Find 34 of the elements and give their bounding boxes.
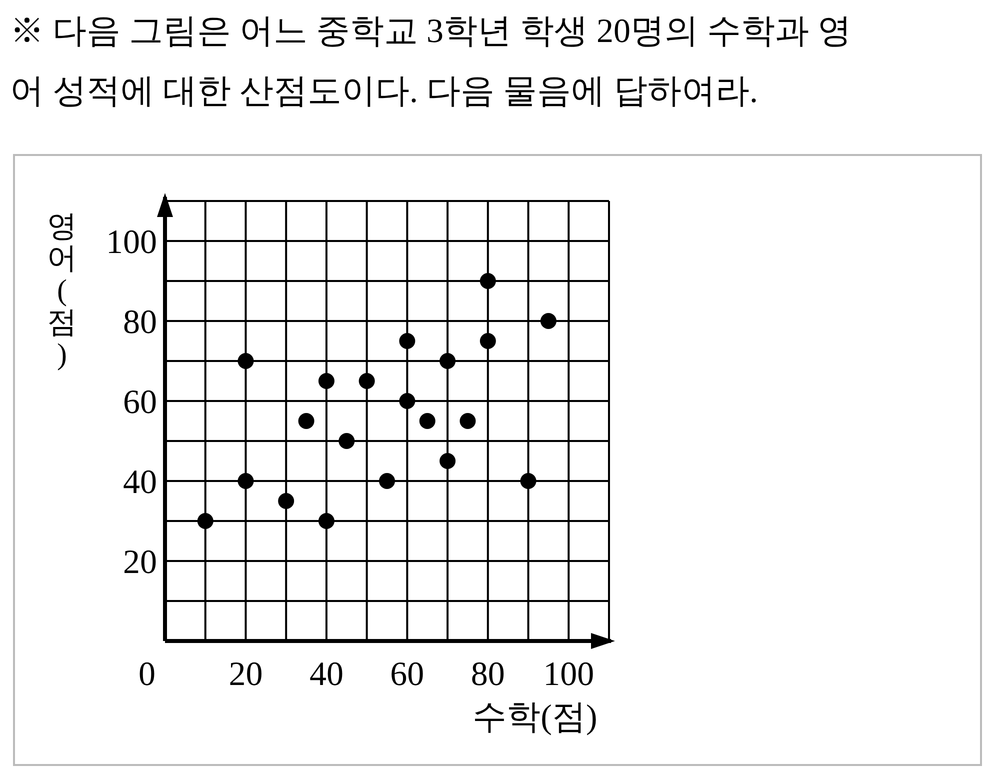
point [338, 433, 355, 449]
point [440, 353, 456, 369]
point [460, 413, 476, 429]
point [298, 413, 314, 429]
point [540, 313, 556, 329]
point [520, 473, 536, 489]
y-tick-label: 20 [123, 544, 157, 581]
point [440, 453, 456, 469]
x-tick-label: 0 [138, 656, 156, 693]
x-axis-title: 수학(점) [472, 699, 598, 736]
point [480, 333, 496, 349]
y-tick-label: 100 [106, 224, 157, 261]
point [238, 473, 254, 489]
y-axis-title: 영어(점) [47, 210, 77, 371]
x-tick-label: 80 [470, 656, 505, 693]
x-tick-label: 40 [309, 656, 344, 693]
y-tick-label: 80 [123, 304, 157, 341]
x-tick-label: 100 [543, 656, 594, 693]
chart-title: ※ 다음 그림은 어느 중학교 3학년 학생 20명의 수학과 영어 성적에 대한 산점도이다. 다음 물음에 답하여라. [10, 12, 852, 112]
point [278, 493, 294, 509]
point [318, 373, 334, 389]
point [318, 513, 334, 529]
point [197, 513, 214, 529]
point [399, 393, 416, 409]
point [379, 473, 395, 489]
point [480, 273, 496, 289]
point [238, 353, 254, 369]
point [358, 373, 375, 389]
y-tick-label: 60 [123, 384, 157, 421]
x-tick-label: 60 [390, 656, 424, 693]
point [399, 333, 416, 349]
point [419, 413, 436, 429]
y-tick-label: 40 [123, 464, 157, 501]
x-tick-label: 20 [228, 656, 263, 693]
